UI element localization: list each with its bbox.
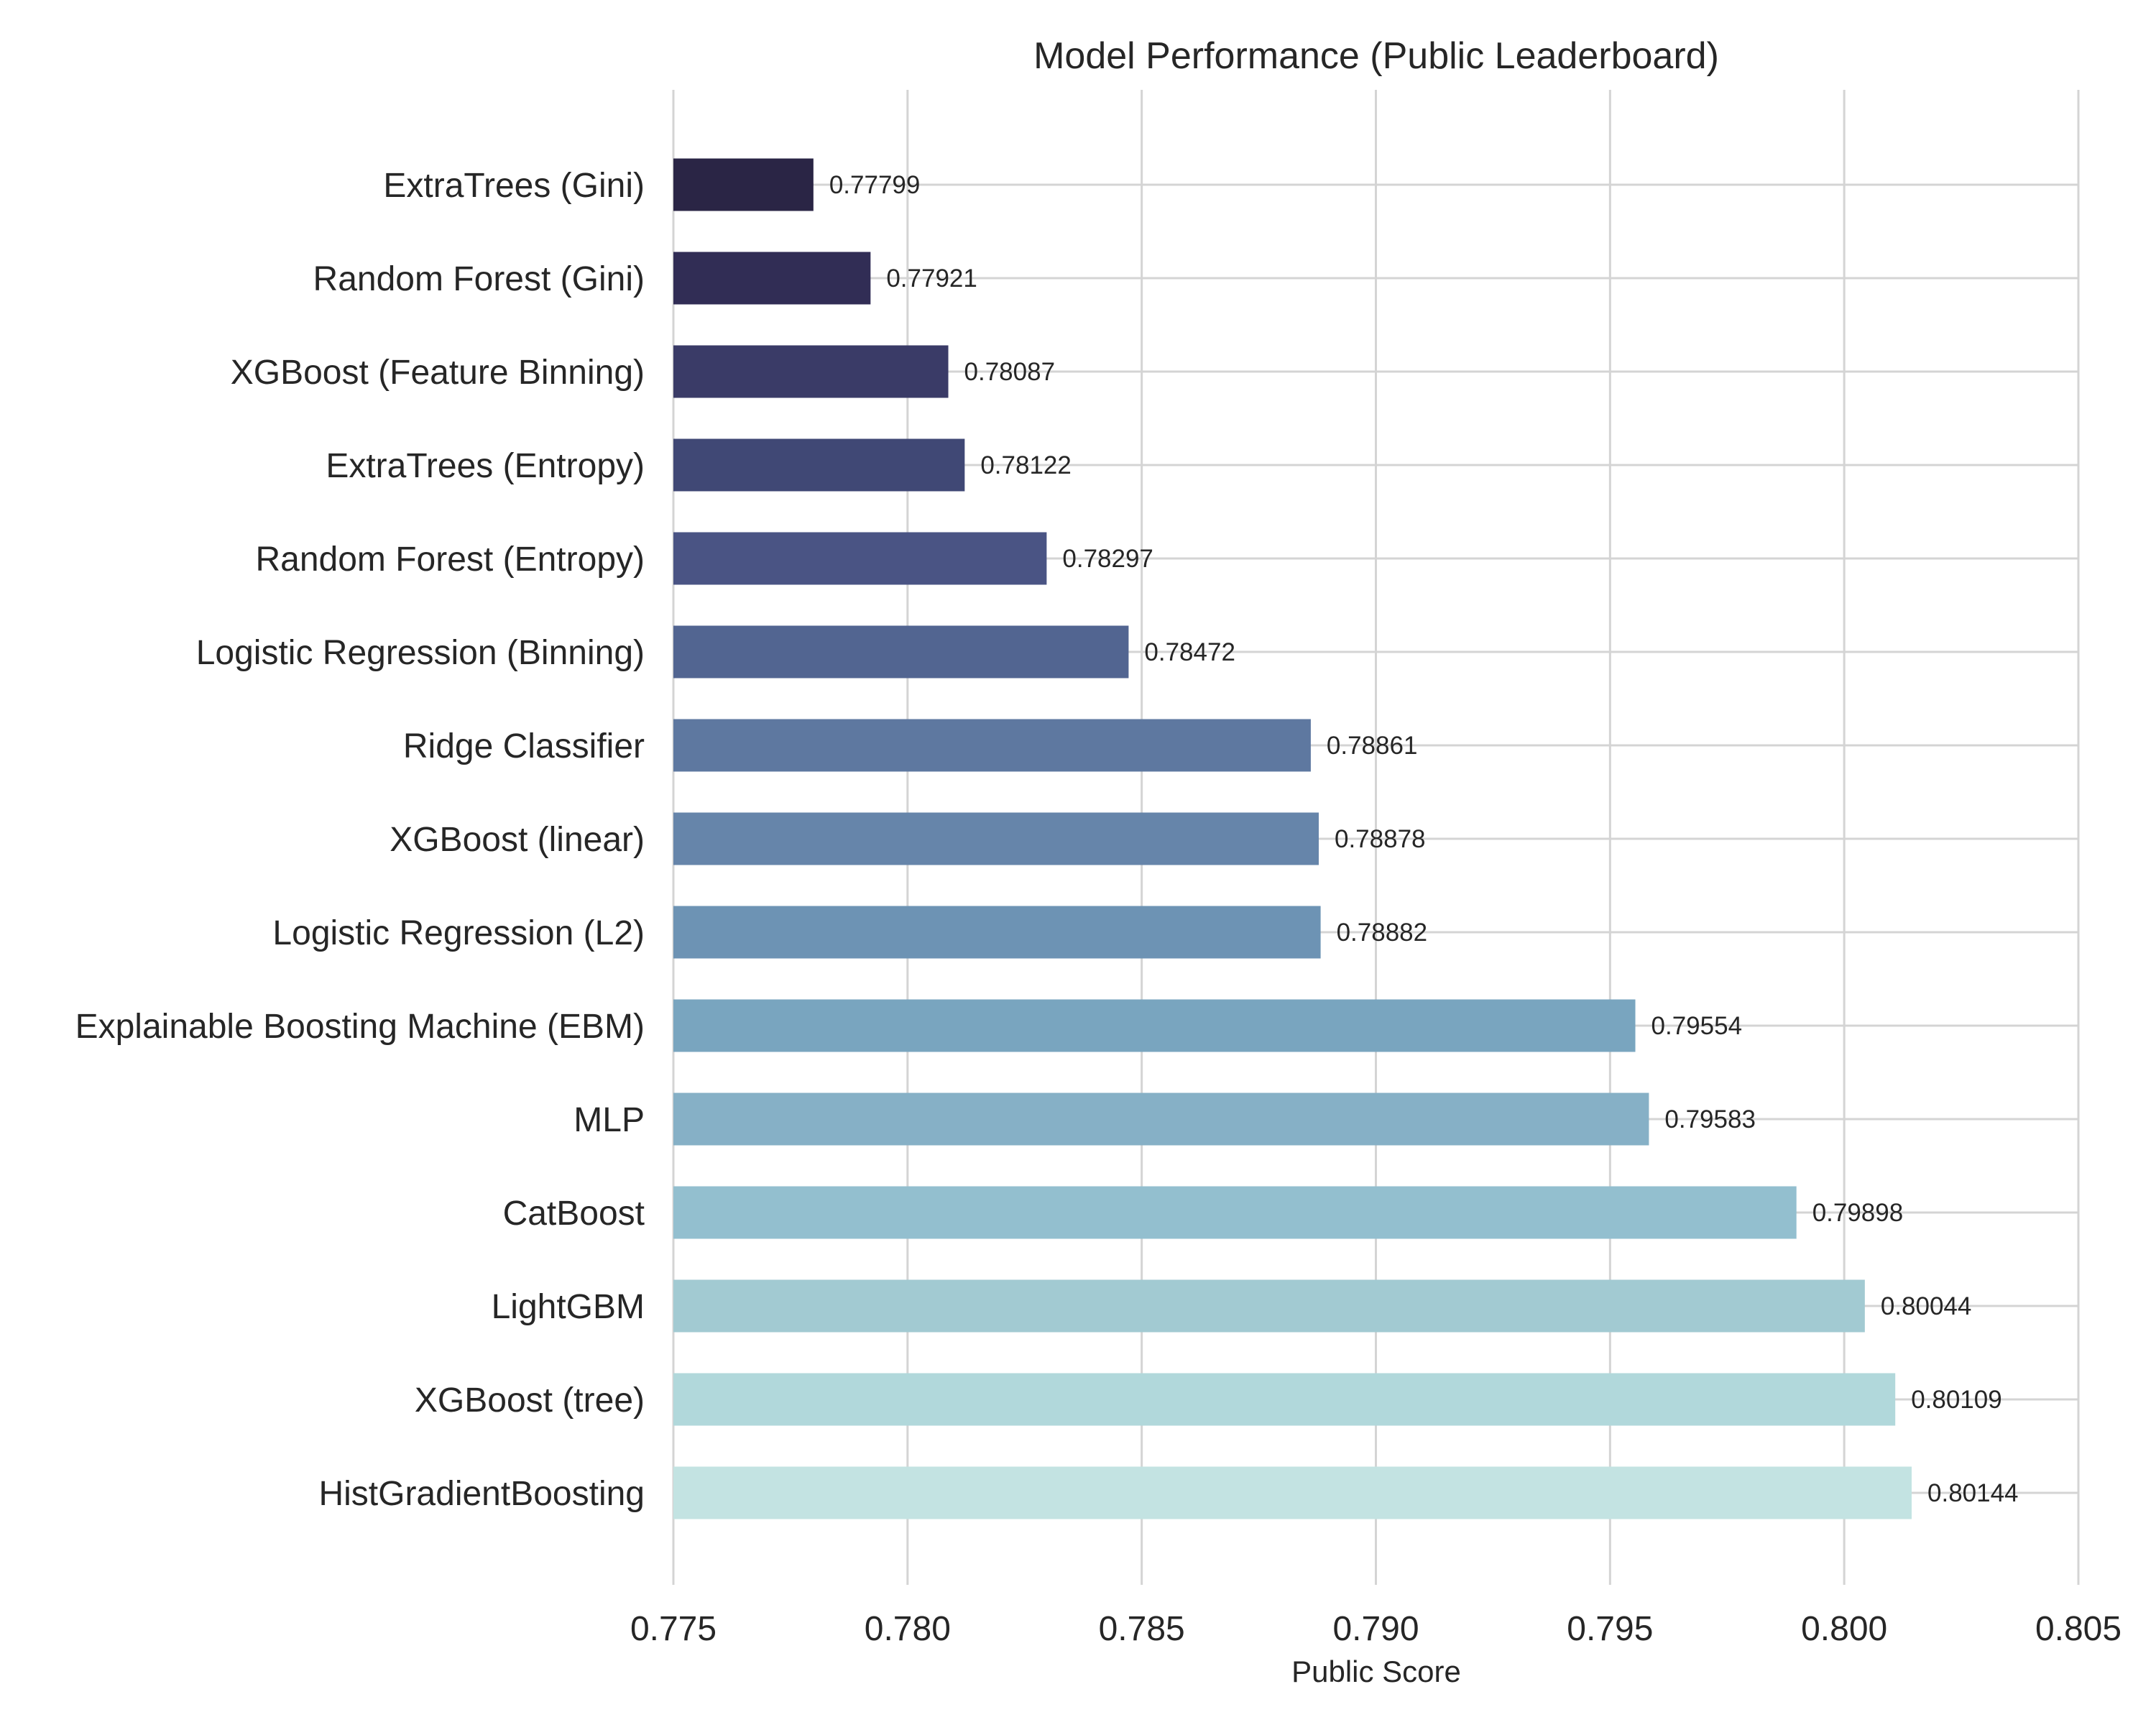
x-axis-title: Public Score [1291, 1655, 1461, 1688]
category-label: CatBoost [503, 1195, 645, 1233]
bar [673, 345, 949, 398]
bar [673, 719, 1311, 772]
value-label: 0.78087 [964, 358, 1056, 386]
x-tick-label: 0.795 [1567, 1610, 1653, 1648]
x-tick-label: 0.785 [1099, 1610, 1185, 1648]
bar [673, 1186, 1797, 1239]
value-label: 0.79554 [1651, 1012, 1743, 1040]
category-label: Random Forest (Gini) [313, 260, 645, 298]
bar [673, 1466, 1912, 1519]
value-label: 0.78122 [980, 451, 1072, 479]
bar [673, 252, 871, 305]
value-label: 0.80144 [1927, 1479, 2019, 1507]
value-label: 0.78882 [1337, 919, 1428, 947]
bar [673, 532, 1047, 585]
x-tick-label: 0.790 [1332, 1610, 1419, 1648]
bar [673, 999, 1636, 1052]
x-tick-labels: 0.775 0.780 0.785 0.790 0.795 0.800 0.805 [630, 1610, 2122, 1648]
category-label: XGBoost (linear) [390, 821, 645, 859]
value-label: 0.78878 [1335, 825, 1426, 853]
bar [673, 1092, 1649, 1146]
category-label: MLP [573, 1101, 645, 1139]
x-tick-label: 0.780 [865, 1610, 951, 1648]
value-label: 0.78297 [1062, 545, 1153, 573]
category-label: XGBoost (tree) [415, 1381, 645, 1420]
category-label: Logistic Regression (L2) [272, 914, 645, 952]
category-label: HistGradientBoosting [318, 1475, 645, 1513]
category-label: LightGBM [492, 1288, 645, 1326]
chart-title: Model Performance (Public Leaderboard) [1033, 35, 1719, 77]
labels-layer: ExtraTrees (Gini) 0.77799 Random Forest (G… [75, 167, 2019, 1513]
value-label: 0.78861 [1327, 732, 1418, 760]
value-label: 0.80109 [1911, 1386, 2002, 1414]
bar [673, 1373, 1896, 1426]
category-label: Explainable Boosting Machine (EBM) [75, 1008, 645, 1046]
category-label: XGBoost (Feature Binning) [231, 354, 645, 392]
bars-layer [673, 158, 1912, 1519]
x-tick-label: 0.800 [1801, 1610, 1887, 1648]
value-label: 0.77921 [886, 264, 977, 293]
bar [673, 625, 1129, 678]
x-tick-label: 0.775 [630, 1610, 717, 1648]
x-tick-label: 0.805 [2035, 1610, 2122, 1648]
bar [673, 1279, 1865, 1333]
bar [673, 158, 814, 211]
bar [673, 812, 1319, 865]
category-label: Logistic Regression (Binning) [196, 634, 645, 672]
category-label: Random Forest (Entropy) [255, 540, 645, 579]
bar [673, 906, 1321, 959]
value-label: 0.80044 [1881, 1292, 1972, 1320]
category-label: ExtraTrees (Entropy) [326, 447, 645, 485]
category-label: ExtraTrees (Gini) [383, 167, 645, 205]
value-label: 0.79583 [1664, 1105, 1756, 1133]
bar [673, 438, 965, 492]
category-label: Ridge Classifier [403, 727, 645, 765]
value-label: 0.77799 [829, 171, 921, 199]
value-label: 0.79898 [1812, 1199, 1904, 1227]
value-label: 0.78472 [1144, 638, 1235, 666]
